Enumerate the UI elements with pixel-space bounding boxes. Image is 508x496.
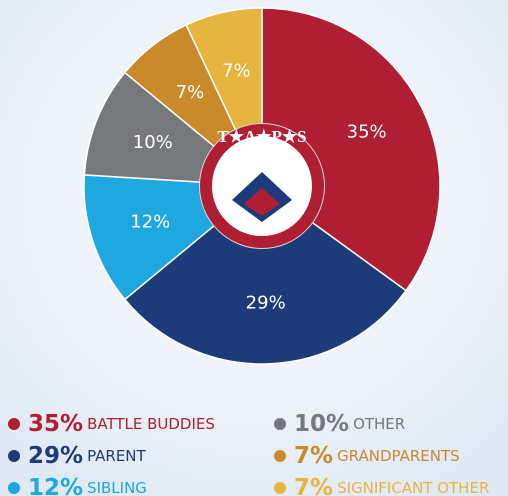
legend-percent: 7%: [294, 443, 333, 469]
legend-label: SIBLING: [87, 479, 147, 496]
legend-marker: [8, 482, 20, 494]
legend-marker: [8, 450, 20, 462]
legend-entry: 7%SIGNIFICANT OTHER: [294, 475, 489, 496]
legend-marker: [274, 450, 286, 462]
legend-marker: [8, 418, 20, 430]
legend-percent: 10%: [294, 411, 349, 437]
legend-label: OTHER: [353, 415, 405, 433]
slice-label: 7%: [222, 60, 251, 81]
legend-entry: 12%SIBLING: [28, 475, 147, 496]
slice-label: 12%: [130, 211, 170, 232]
slice-label: 10%: [133, 132, 173, 153]
legend-marker: [274, 418, 286, 430]
legend-percent: 35%: [28, 411, 83, 437]
slice-label: 29%: [246, 292, 286, 313]
legend-percent: 29%: [28, 443, 83, 469]
legend-label: BATTLE BUDDIES: [87, 415, 215, 433]
legend-percent: 7%: [294, 475, 333, 496]
legend-label: PARENT: [87, 447, 146, 465]
legend-label: SIGNIFICANT OTHER: [337, 479, 489, 496]
legend-label: GRANDPARENTS: [337, 447, 460, 465]
legend-percent: 12%: [28, 475, 83, 496]
chart: 35%29%12%10%7%7% T★A★P★S TRAGEDY ASSISTA…: [0, 0, 508, 496]
logo-acronym: T★A★P★S: [217, 127, 306, 146]
legend-marker: [274, 482, 286, 494]
page: 35%29%12%10%7%7% T★A★P★S TRAGEDY ASSISTA…: [0, 0, 508, 496]
slice-label: 7%: [176, 82, 205, 103]
slice-label: 35%: [347, 122, 387, 143]
